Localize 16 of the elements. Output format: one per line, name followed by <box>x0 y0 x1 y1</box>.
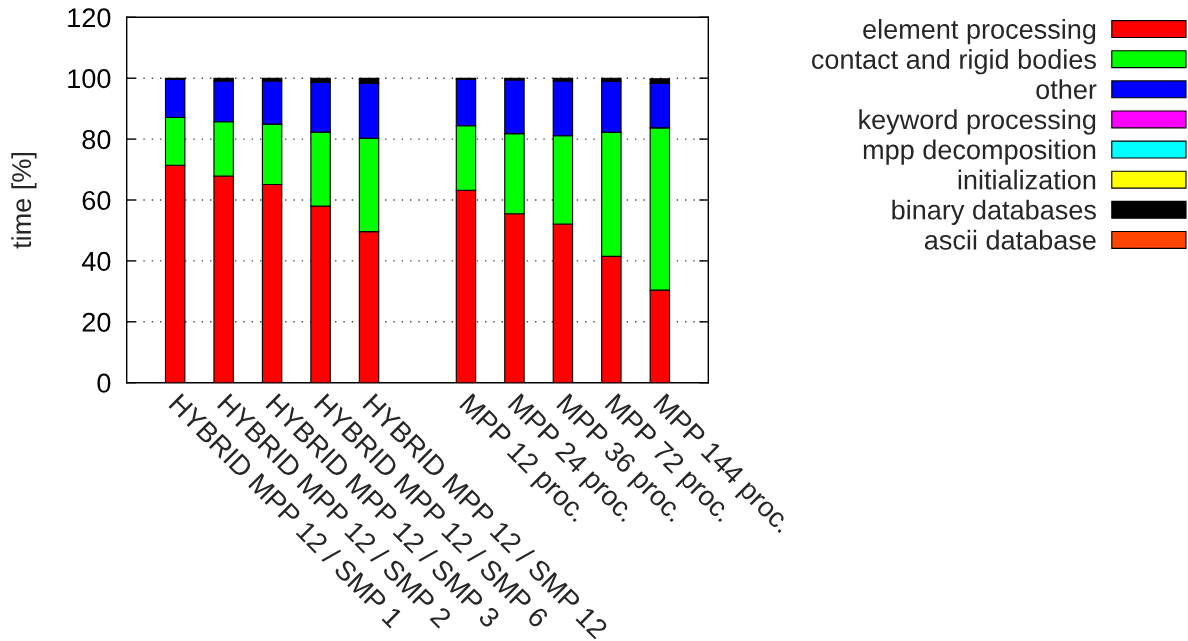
y-tick-label: 80 <box>82 130 111 150</box>
legend-label: initialization <box>958 169 1096 190</box>
y-tick-label: 0 <box>97 373 111 393</box>
legend-label: element processing <box>863 19 1096 45</box>
legend-label: binary databases <box>892 199 1096 225</box>
legend-label: ascii database <box>924 229 1096 250</box>
y-tick-label: 20 <box>82 312 111 332</box>
legend-label: mpp decomposition <box>863 139 1096 165</box>
y-axis-title: time [%] <box>11 153 37 249</box>
legend-label: contact and rigid bodies <box>812 49 1096 75</box>
legend-label: other <box>1036 79 1097 100</box>
y-tick-label: 100 <box>68 69 111 89</box>
y-tick-label: 120 <box>68 8 111 28</box>
legend-label: keyword processing <box>859 109 1096 135</box>
y-tick-label: 60 <box>82 190 111 211</box>
y-tick-label: 40 <box>81 251 111 271</box>
